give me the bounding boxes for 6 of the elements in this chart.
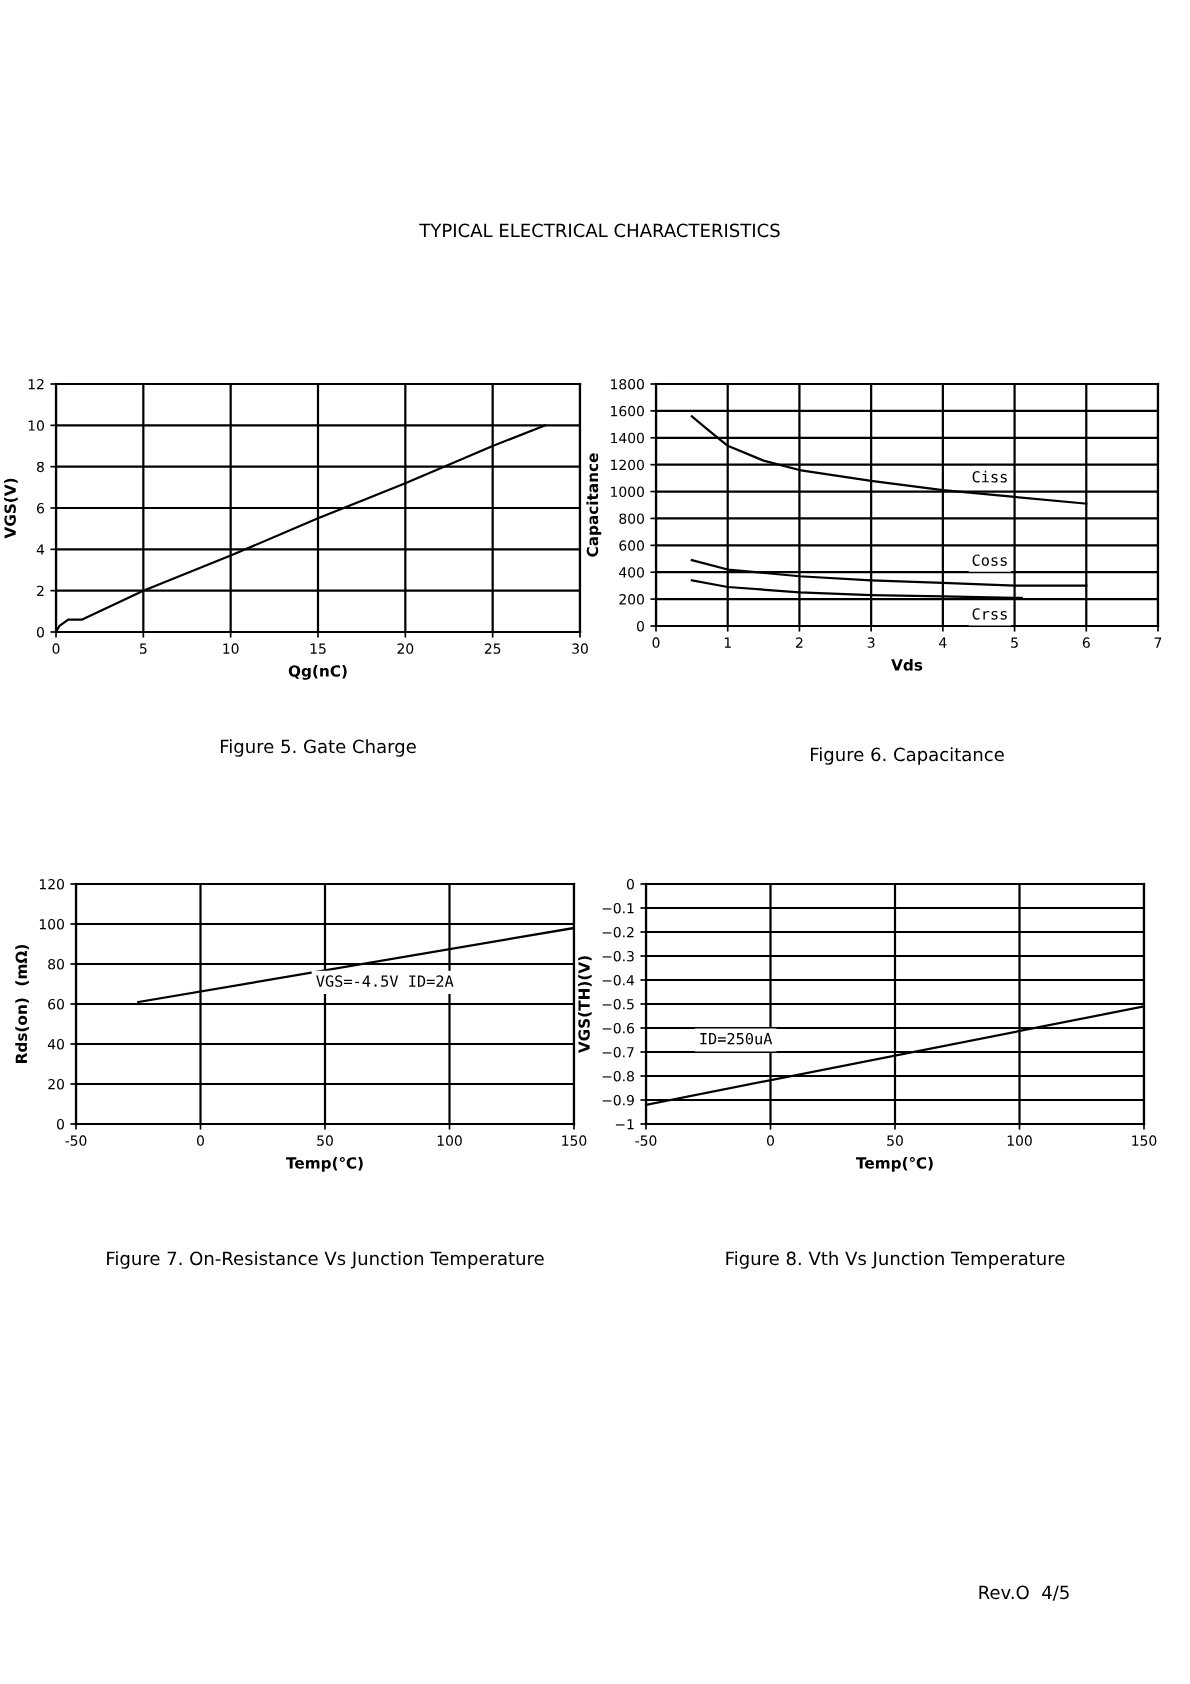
text: Figure 6. Capacitance	[810, 747, 1004, 765]
text: Figure 7. On-Resistance Vs Junction Temperature	[107, 1251, 544, 1269]
text: Rev.O 4/5	[979, 1585, 1069, 1601]
text: TYPICAL ELECTRICAL CHARACTERISTICS	[419, 223, 780, 238]
text: Figure 5. Gate Charge	[220, 739, 416, 757]
text: Figure 8. Vth Vs Junction Temperature	[726, 1251, 1065, 1269]
